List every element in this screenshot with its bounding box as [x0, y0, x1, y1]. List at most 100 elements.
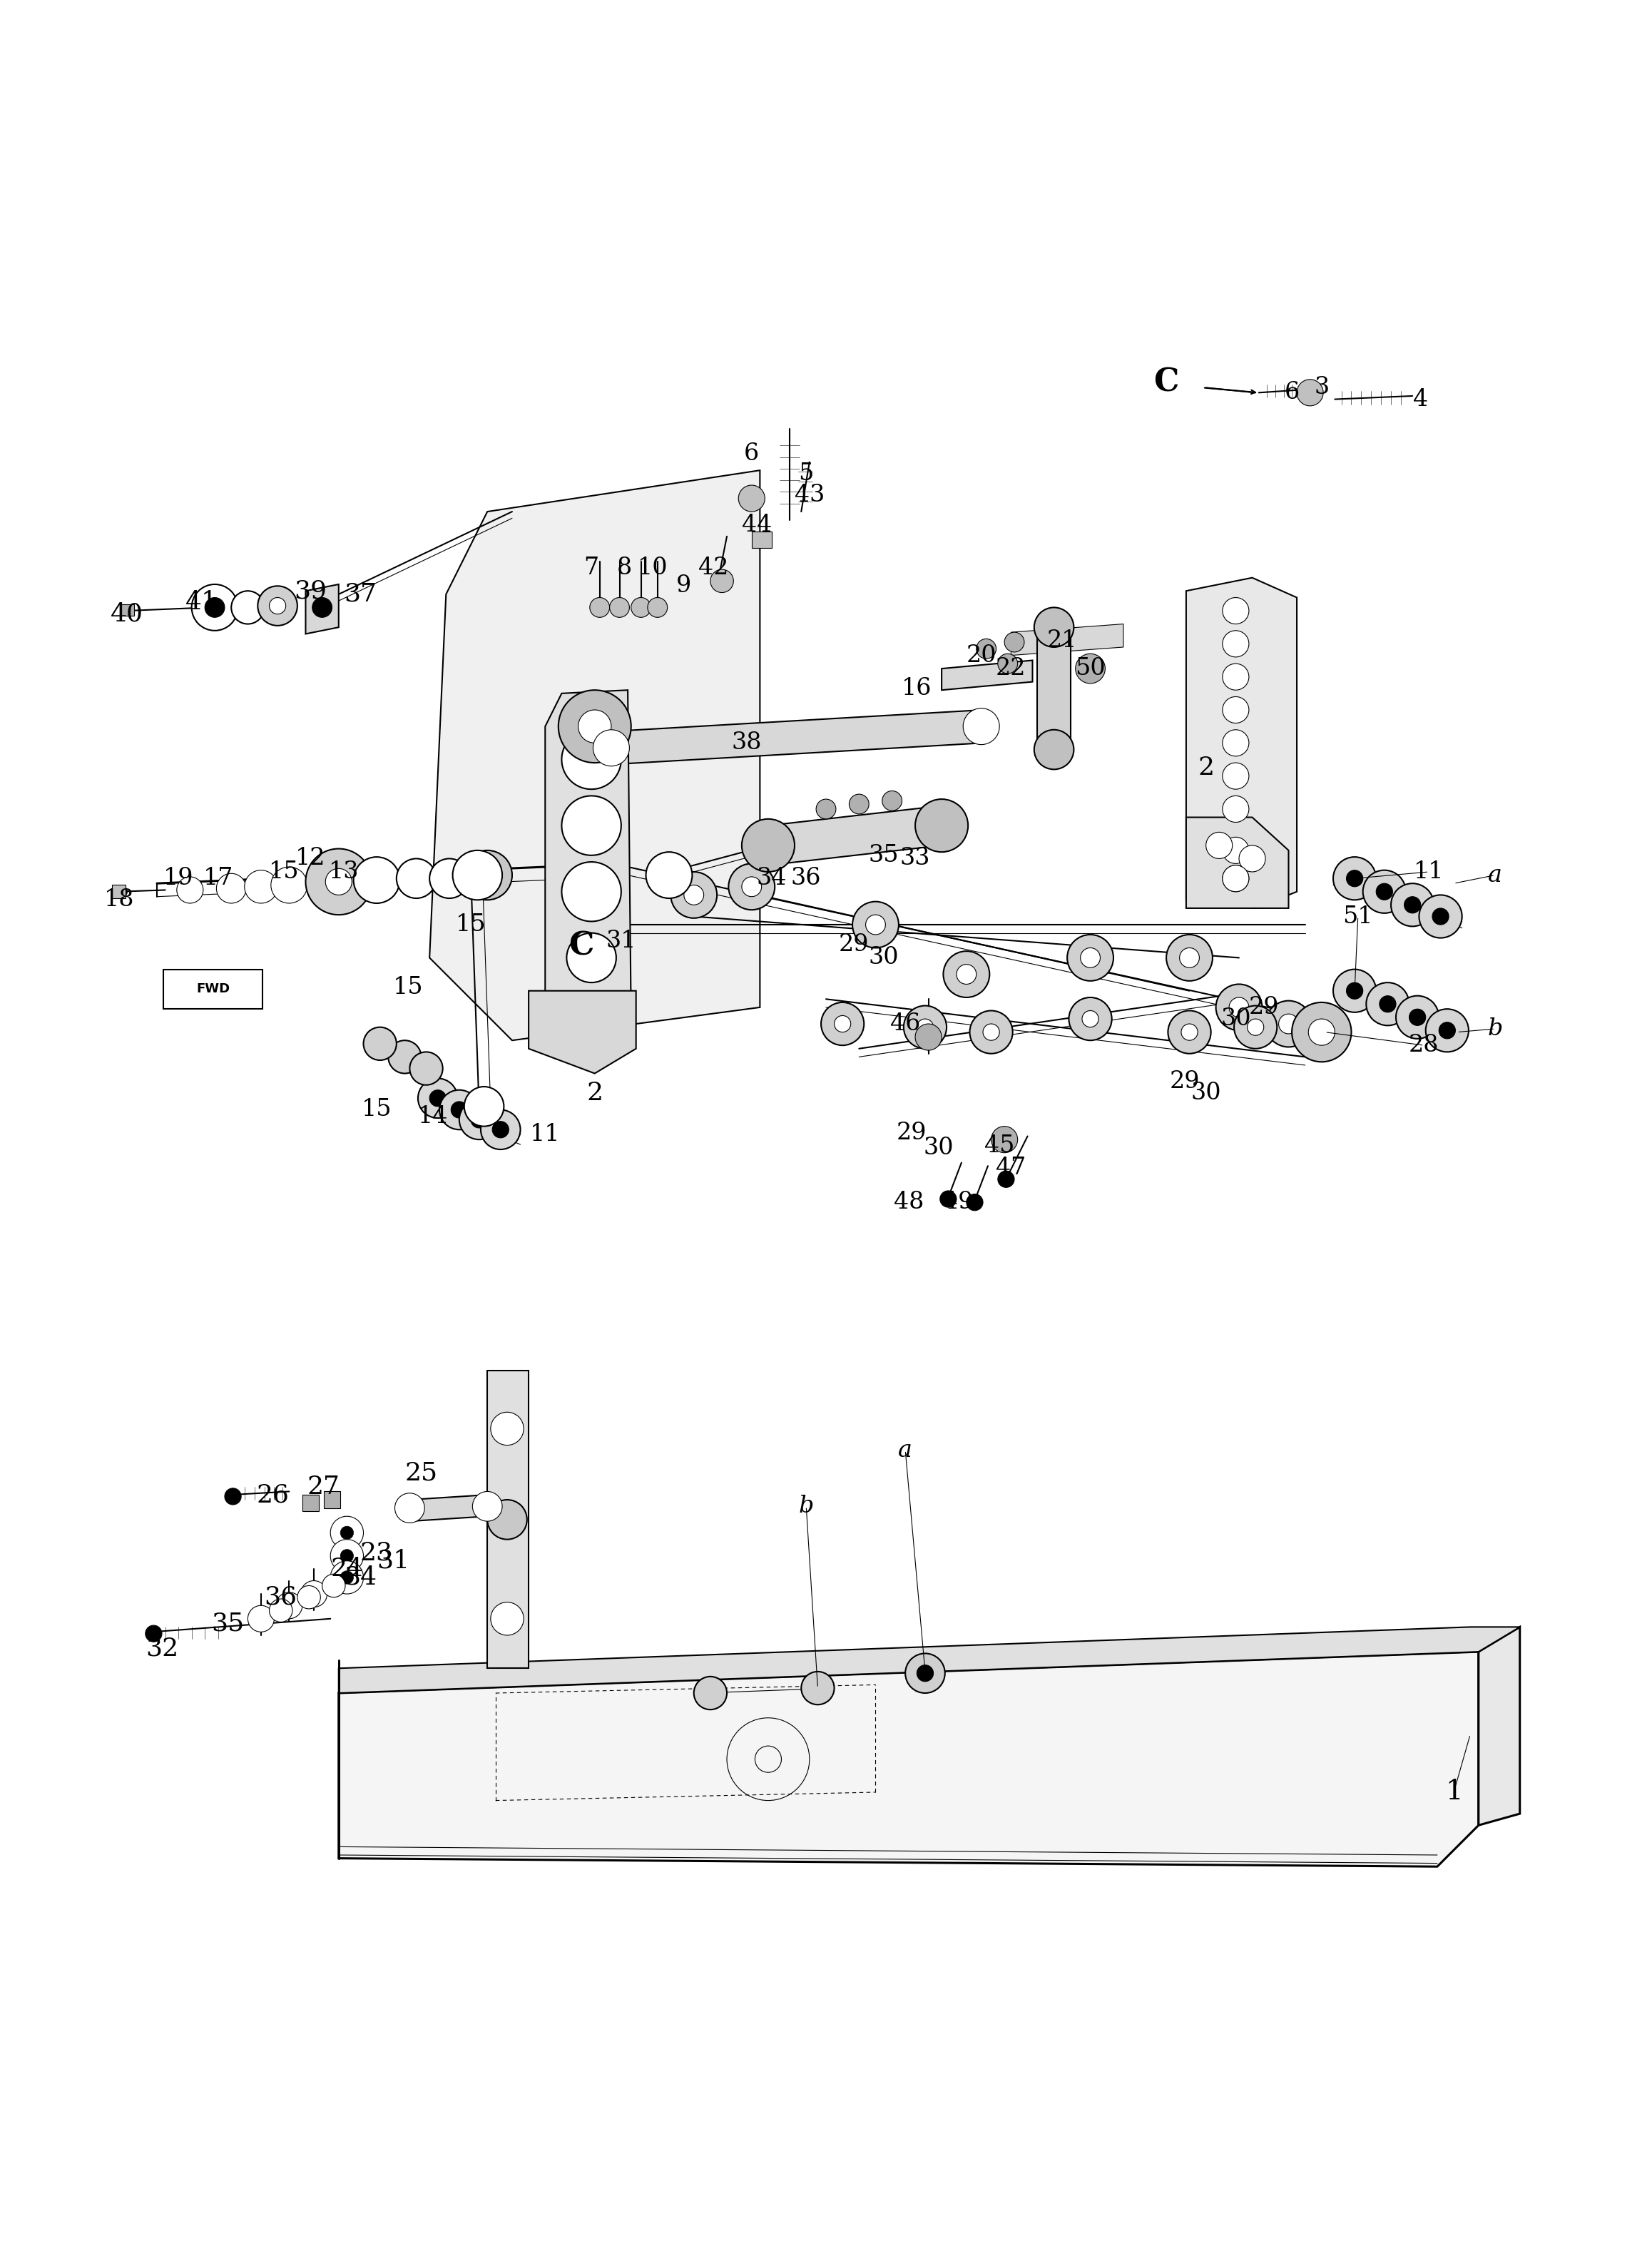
- Polygon shape: [339, 1626, 1520, 1693]
- Text: 37: 37: [344, 582, 377, 606]
- Text: 28: 28: [1409, 1033, 1439, 1058]
- Text: 8: 8: [616, 557, 633, 579]
- Circle shape: [1432, 907, 1449, 925]
- Polygon shape: [1011, 624, 1123, 656]
- Circle shape: [1222, 730, 1249, 757]
- Circle shape: [1222, 838, 1249, 862]
- Circle shape: [1391, 883, 1434, 925]
- Circle shape: [1222, 597, 1249, 624]
- Circle shape: [991, 1125, 1018, 1152]
- Text: 49: 49: [943, 1190, 973, 1213]
- Text: 35: 35: [211, 1613, 244, 1635]
- Polygon shape: [1186, 577, 1297, 907]
- Text: 43: 43: [795, 483, 824, 508]
- Circle shape: [430, 1089, 446, 1107]
- Circle shape: [410, 1051, 443, 1085]
- Circle shape: [231, 591, 264, 624]
- Circle shape: [1166, 934, 1213, 982]
- Polygon shape: [545, 690, 631, 1049]
- Circle shape: [963, 707, 999, 746]
- Circle shape: [1034, 606, 1074, 647]
- Circle shape: [1206, 833, 1232, 858]
- Text: 22: 22: [996, 658, 1026, 681]
- Text: 30: 30: [869, 946, 899, 970]
- Circle shape: [312, 597, 332, 618]
- Circle shape: [1409, 1008, 1426, 1026]
- Polygon shape: [611, 710, 983, 764]
- Circle shape: [1222, 795, 1249, 822]
- Circle shape: [1222, 865, 1249, 892]
- Circle shape: [983, 1024, 999, 1040]
- Polygon shape: [487, 1370, 529, 1669]
- Text: 32: 32: [145, 1637, 178, 1660]
- Circle shape: [418, 1078, 458, 1119]
- Circle shape: [1247, 1020, 1264, 1035]
- Text: 2: 2: [1198, 755, 1214, 779]
- Circle shape: [917, 1020, 933, 1035]
- Circle shape: [866, 914, 885, 934]
- Circle shape: [1080, 948, 1100, 968]
- Circle shape: [1216, 984, 1262, 1031]
- Text: 15: 15: [456, 914, 486, 937]
- Circle shape: [1376, 883, 1393, 901]
- Circle shape: [849, 795, 869, 813]
- Polygon shape: [306, 584, 339, 633]
- Text: 29: 29: [1170, 1071, 1199, 1094]
- Circle shape: [1297, 380, 1323, 407]
- Circle shape: [471, 1112, 487, 1127]
- Circle shape: [1333, 970, 1376, 1013]
- Text: 44: 44: [742, 514, 771, 537]
- Polygon shape: [1037, 627, 1070, 750]
- Circle shape: [917, 1664, 933, 1682]
- Circle shape: [430, 858, 469, 898]
- Circle shape: [1067, 934, 1113, 982]
- Circle shape: [915, 800, 968, 851]
- Text: 29: 29: [897, 1121, 927, 1143]
- Text: a: a: [899, 1440, 912, 1462]
- Circle shape: [453, 851, 502, 901]
- Text: 7: 7: [583, 557, 600, 579]
- Text: 11: 11: [1414, 860, 1444, 883]
- Text: 25: 25: [405, 1462, 438, 1485]
- Bar: [324, 1491, 340, 1507]
- Text: 2: 2: [586, 1080, 603, 1105]
- Circle shape: [1363, 869, 1406, 914]
- Circle shape: [1181, 1024, 1198, 1040]
- Circle shape: [491, 1503, 524, 1536]
- Circle shape: [269, 1599, 292, 1622]
- Circle shape: [998, 654, 1018, 674]
- Text: 24: 24: [330, 1556, 363, 1581]
- Circle shape: [943, 950, 990, 997]
- Text: 21: 21: [1047, 629, 1077, 651]
- Circle shape: [388, 1040, 421, 1074]
- Circle shape: [801, 1671, 834, 1705]
- Circle shape: [225, 1489, 241, 1505]
- Circle shape: [562, 795, 621, 856]
- Circle shape: [340, 1550, 354, 1563]
- Circle shape: [354, 858, 400, 903]
- Circle shape: [363, 1026, 396, 1060]
- Circle shape: [671, 871, 717, 919]
- Text: 29: 29: [1249, 995, 1279, 1020]
- Circle shape: [590, 597, 610, 618]
- Text: 34: 34: [344, 1565, 377, 1590]
- Circle shape: [1265, 1002, 1312, 1047]
- Circle shape: [487, 1500, 527, 1539]
- Circle shape: [1222, 764, 1249, 788]
- Text: FWD: FWD: [197, 984, 230, 995]
- Circle shape: [301, 1581, 327, 1608]
- Polygon shape: [1186, 818, 1289, 907]
- Circle shape: [1346, 982, 1363, 999]
- Circle shape: [562, 862, 621, 921]
- Circle shape: [472, 1491, 502, 1521]
- Text: 36: 36: [791, 867, 821, 889]
- Circle shape: [1346, 869, 1363, 887]
- Text: 31: 31: [377, 1550, 410, 1572]
- Text: 31: 31: [606, 930, 636, 952]
- Circle shape: [1075, 654, 1105, 683]
- Text: 40: 40: [111, 602, 144, 627]
- Circle shape: [742, 820, 795, 871]
- Circle shape: [464, 1087, 504, 1125]
- Circle shape: [684, 885, 704, 905]
- Text: C: C: [1153, 368, 1180, 398]
